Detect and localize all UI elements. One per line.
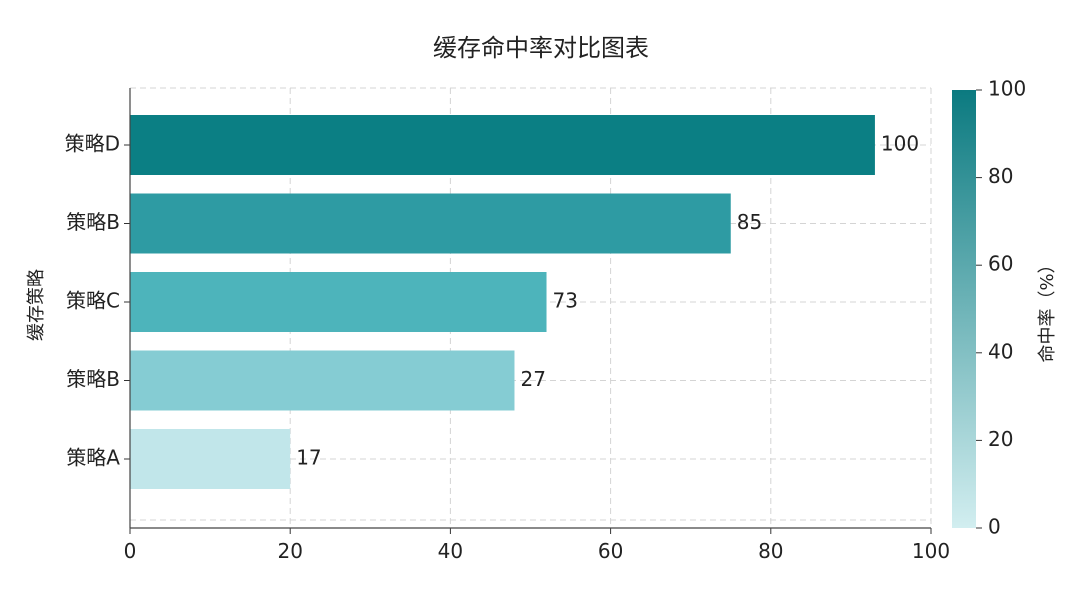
colorbar-tick-label: 0 (988, 515, 1001, 539)
x-tick-label: 0 (124, 539, 137, 563)
x-tick-label: 40 (438, 539, 463, 563)
axes: 0 20 40 60 80 100 策略D 策略B 策略C 策略B 策略A (65, 88, 950, 563)
category-label: 策略D (65, 132, 120, 156)
colorbar-tick-label: 100 (988, 77, 1026, 101)
bar (130, 429, 291, 489)
data-label: 73 (553, 289, 578, 313)
bar (130, 350, 515, 411)
x-tick-label: 80 (758, 539, 783, 563)
category-label: 策略B (66, 367, 120, 391)
x-tick-label: 100 (912, 539, 950, 563)
colorbar-tick-label: 60 (988, 252, 1013, 276)
bar (130, 115, 875, 175)
category-label: 策略A (66, 446, 120, 470)
bars: 100 85 73 27 17 (130, 115, 919, 489)
data-label: 27 (520, 367, 545, 391)
colorbar-tick-label: 80 (988, 164, 1013, 188)
colorbar-tick-label: 20 (988, 427, 1013, 451)
data-label: 100 (881, 132, 919, 156)
category-label: 策略B (66, 210, 120, 234)
y-axis-title: 缓存策略 (26, 269, 47, 341)
colorbar-gradient (952, 90, 976, 528)
bar (130, 193, 731, 254)
chart-title: 缓存命中率对比图表 (433, 34, 649, 62)
colorbar-title: 命中率（%） (1037, 255, 1058, 362)
data-label: 85 (737, 210, 762, 234)
category-label: 策略C (66, 289, 120, 313)
data-label: 17 (296, 446, 321, 470)
x-tick-label: 20 (277, 539, 302, 563)
colorbar: 0 20 40 60 80 100 (952, 77, 1026, 539)
colorbar-tick-label: 40 (988, 339, 1013, 363)
x-tick-label: 60 (598, 539, 623, 563)
bar (130, 272, 547, 332)
